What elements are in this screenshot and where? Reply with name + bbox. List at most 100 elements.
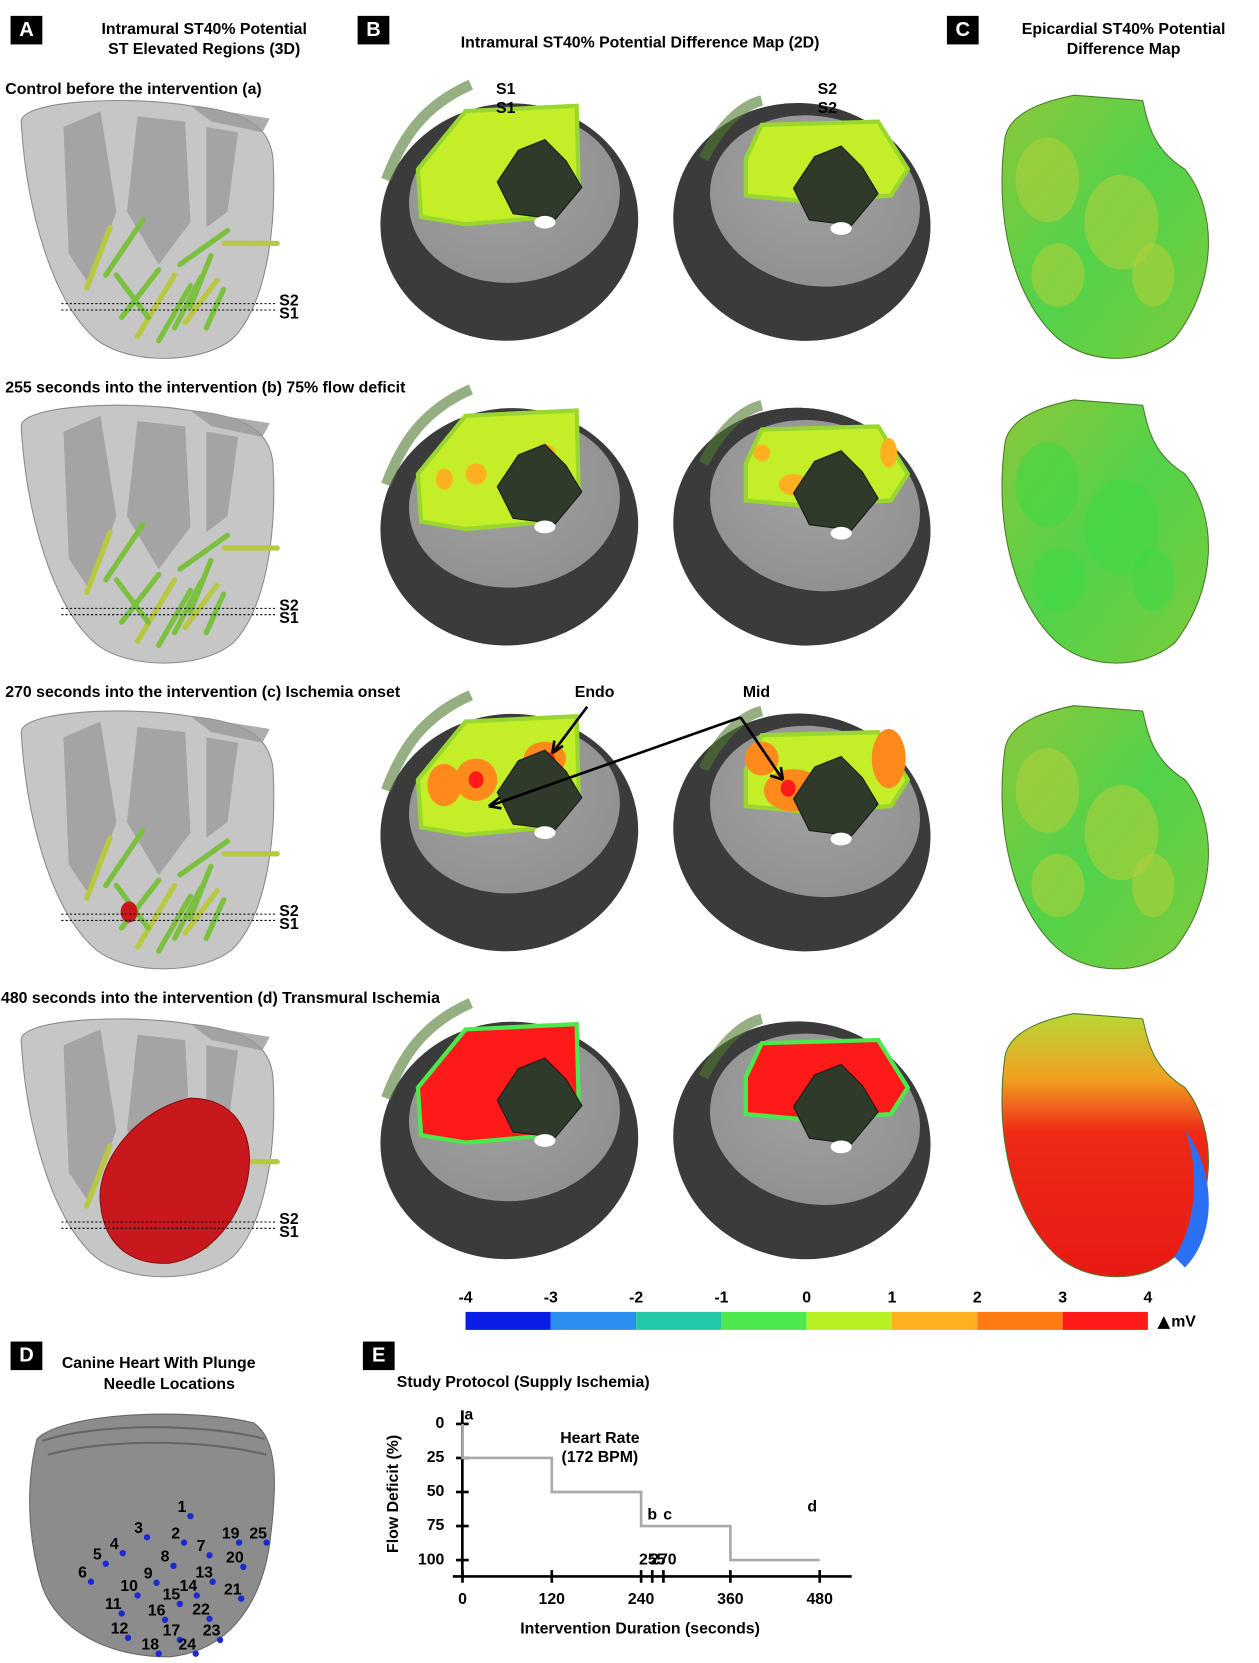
needle-label: 2: [171, 1525, 180, 1542]
needle-label: 13: [195, 1564, 213, 1581]
needle-dot: [187, 1513, 193, 1519]
row-images: [21, 79, 1208, 364]
needle-label: 21: [224, 1581, 242, 1598]
slice-label: S1: [496, 81, 516, 98]
needle-label: 14: [180, 1578, 198, 1595]
needle-label: 22: [192, 1601, 210, 1618]
colorbar-tick-label: 4: [1144, 1289, 1153, 1306]
panel-title: Needle Locations: [104, 1376, 235, 1393]
panel-title: Epicardial ST40% Potential: [1022, 21, 1226, 38]
protocol-line: [462, 1424, 819, 1560]
slice-label: S1: [279, 610, 299, 627]
needle-label: 3: [134, 1520, 143, 1537]
figure: ABCDEIntramural ST40% PotentialST Elevat…: [0, 0, 1259, 1663]
needle-dot: [88, 1579, 94, 1585]
x-tick-label: 240: [628, 1591, 655, 1608]
panel-title: ST Elevated Regions (3D): [108, 41, 300, 58]
point-label: d: [807, 1498, 817, 1515]
potential-peak: [781, 780, 796, 797]
needle-dot: [144, 1534, 150, 1540]
chart-note: Heart Rate: [560, 1430, 640, 1447]
panel-letter: E: [372, 1345, 385, 1367]
needle-label: 18: [141, 1636, 159, 1653]
needle-dot: [120, 1550, 126, 1556]
epicardial-patch: [1132, 243, 1174, 306]
colorbar-tick-label: -4: [458, 1289, 472, 1306]
point-label: b: [647, 1507, 657, 1524]
row-caption: Control before the intervention (a): [5, 81, 261, 98]
panel-letter: A: [19, 19, 34, 41]
panel-letter: C: [956, 19, 971, 41]
colorbar-segment: [977, 1312, 1062, 1330]
slice-label: S2: [818, 100, 838, 117]
epicardial-patch: [1032, 548, 1085, 611]
unit-marker: [1157, 1316, 1170, 1329]
potential-blob: [466, 463, 487, 484]
needle-label: 16: [148, 1603, 166, 1620]
row-caption: 255 seconds into the intervention (b) 75…: [5, 379, 406, 396]
needle-label: 25: [249, 1525, 267, 1542]
point-label: c: [663, 1507, 672, 1524]
colorbar-segment: [807, 1312, 892, 1330]
lv-opening: [831, 527, 852, 540]
lv-opening: [534, 521, 555, 534]
needle-label: 24: [178, 1636, 196, 1653]
panel-title: Intramural ST40% Potential: [102, 21, 307, 38]
needle-label: 11: [105, 1596, 122, 1613]
potential-blob: [753, 444, 770, 461]
row-caption: 270 seconds into the intervention (c) Is…: [5, 684, 401, 701]
epicardial-patch: [1132, 548, 1174, 611]
y-tick-label: 25: [427, 1449, 445, 1466]
epicardial-patch: [1032, 243, 1085, 306]
panel-title: Difference Map: [1067, 41, 1181, 58]
needle-label: 7: [197, 1538, 206, 1555]
colorbar-tick-label: 2: [973, 1289, 982, 1306]
lv-opening: [831, 833, 852, 846]
needle-label: 23: [203, 1623, 221, 1640]
epicardial-patch: [1032, 854, 1085, 917]
y-tick-label: 50: [427, 1483, 445, 1500]
colorbar-tick-label: -1: [714, 1289, 728, 1306]
needle-dot: [153, 1580, 159, 1586]
x-minor-tick-label: 270: [650, 1552, 677, 1569]
y-tick-label: 0: [436, 1415, 445, 1432]
lv-opening: [831, 222, 852, 235]
colorbar-tick-label: 0: [802, 1289, 811, 1306]
row-caption: 480 seconds into the intervention (d) Tr…: [1, 990, 440, 1007]
epicardial-patch: [1016, 748, 1079, 833]
epicardial-patch: [1132, 854, 1174, 917]
needle-label: 5: [93, 1546, 102, 1563]
colorbar-tick-label: -3: [544, 1289, 558, 1306]
potential-blob: [436, 469, 453, 490]
needle-dot: [181, 1539, 187, 1545]
point-label: a: [464, 1407, 473, 1424]
needle-label: 12: [111, 1621, 129, 1638]
lv-opening: [534, 826, 555, 839]
panel-title: Intramural ST40% Potential Difference Ma…: [461, 35, 820, 52]
needle-label: 10: [120, 1578, 138, 1595]
annotation: Endo: [575, 684, 615, 701]
panel-letter: D: [19, 1345, 34, 1367]
needle-label: 15: [163, 1587, 181, 1604]
needle-dot: [206, 1552, 212, 1558]
ischemic-region: [121, 901, 138, 922]
colorbar-tick-label: -2: [629, 1289, 643, 1306]
y-tick-label: 75: [427, 1517, 445, 1534]
slice-label: S2: [818, 81, 838, 98]
epicardial-map: [1002, 1014, 1208, 1277]
row-images: [21, 690, 1208, 975]
potential-peak: [469, 771, 484, 788]
chart-title: Study Protocol (Supply Ischemia): [397, 1374, 650, 1391]
x-tick-label: 360: [717, 1591, 744, 1608]
x-axis-label: Intervention Duration (seconds): [520, 1621, 760, 1638]
needle-dot: [170, 1563, 176, 1569]
colorbar-segment: [721, 1312, 806, 1330]
epicardial-patch: [1016, 138, 1079, 223]
epicardial-patch: [1016, 442, 1079, 527]
row-images: [21, 998, 1209, 1283]
lv-opening: [534, 216, 555, 229]
needle-dot: [103, 1561, 109, 1567]
slice-label: S1: [279, 1224, 299, 1241]
annotation: Mid: [743, 684, 770, 701]
